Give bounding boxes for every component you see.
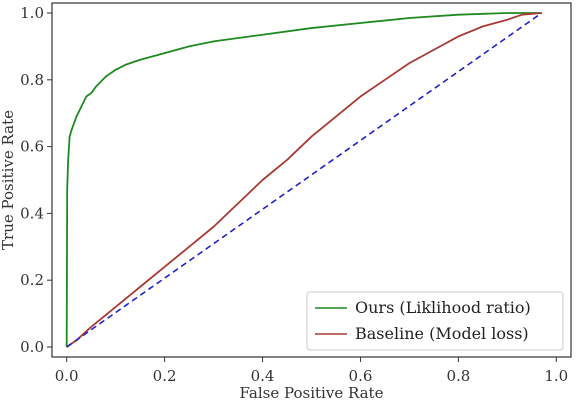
y-tick-label: 0.4 bbox=[20, 204, 44, 222]
y-tick-label: 0.6 bbox=[20, 138, 44, 156]
y-axis-label: True Positive Rate bbox=[0, 110, 17, 250]
x-tick-label: 1.0 bbox=[544, 367, 568, 385]
x-tick-label: 0.4 bbox=[251, 367, 275, 385]
y-tick-label: 0.0 bbox=[20, 338, 44, 356]
legend: Ours (Liklihood ratio) Baseline (Model l… bbox=[306, 291, 564, 351]
y-tick-label: 0.8 bbox=[20, 71, 44, 89]
axis-ticks: 0.0 0.2 0.4 0.6 0.8 1.0 0.0 0.2 0.4 0.6 0.8 1.0 bbox=[20, 4, 568, 385]
random-diagonal-line bbox=[66, 12, 543, 348]
ours-roc-line bbox=[65, 12, 542, 347]
plot-frame bbox=[51, 2, 572, 358]
y-tick-label: 1.0 bbox=[20, 4, 44, 22]
legend-label-baseline: Baseline (Model loss) bbox=[355, 324, 529, 343]
x-tick-label: 0.2 bbox=[153, 367, 177, 385]
x-tick-label: 0.0 bbox=[55, 367, 79, 385]
x-tick-label: 0.6 bbox=[349, 367, 373, 385]
baseline-roc-line bbox=[66, 12, 542, 348]
plot-area bbox=[65, 12, 543, 348]
x-tick-label: 0.8 bbox=[446, 367, 470, 385]
x-axis-label: False Positive Rate bbox=[240, 384, 384, 401]
legend-label-ours: Ours (Liklihood ratio) bbox=[355, 298, 531, 317]
legend-box bbox=[306, 291, 564, 351]
y-tick-label: 0.2 bbox=[20, 271, 44, 289]
